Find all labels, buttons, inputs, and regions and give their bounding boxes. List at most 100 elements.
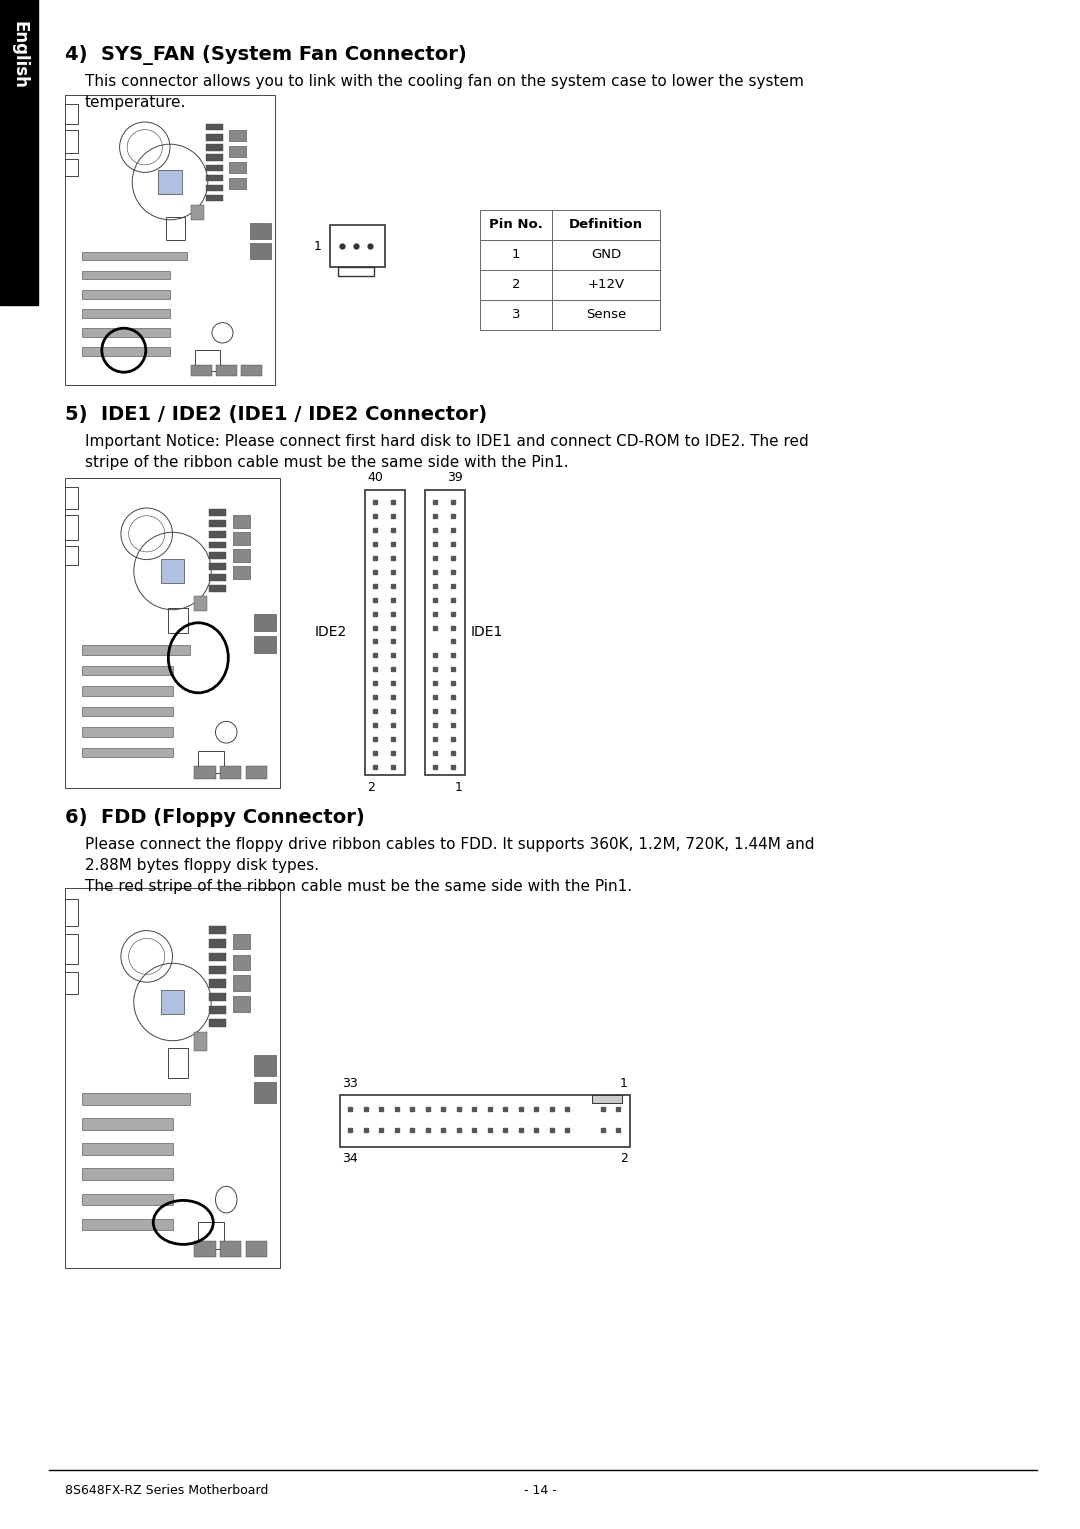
- Bar: [232, 954, 249, 969]
- Bar: [480, 271, 552, 300]
- Bar: [210, 520, 226, 526]
- Bar: [65, 515, 78, 540]
- Bar: [161, 560, 185, 583]
- Bar: [194, 766, 216, 778]
- Bar: [65, 488, 78, 509]
- Bar: [552, 300, 660, 330]
- Bar: [65, 104, 78, 124]
- Bar: [168, 1047, 188, 1078]
- Bar: [232, 997, 249, 1012]
- Bar: [205, 185, 222, 191]
- Bar: [210, 541, 226, 549]
- Bar: [65, 479, 280, 787]
- Text: 40: 40: [367, 471, 383, 485]
- Bar: [82, 748, 173, 757]
- Bar: [552, 209, 660, 240]
- Bar: [82, 309, 170, 318]
- Text: 1: 1: [314, 240, 322, 252]
- Text: 1: 1: [620, 1076, 627, 1090]
- Text: Definition: Definition: [569, 219, 643, 231]
- Bar: [82, 645, 190, 654]
- Bar: [191, 365, 212, 376]
- Text: The red stripe of the ribbon cable must be the same side with the Pin1.: The red stripe of the ribbon cable must …: [85, 879, 632, 894]
- Text: 1: 1: [455, 781, 463, 794]
- Bar: [65, 934, 78, 963]
- Bar: [205, 124, 222, 130]
- Text: IDE2: IDE2: [315, 625, 348, 639]
- Bar: [229, 130, 245, 141]
- Bar: [216, 365, 238, 376]
- Text: 2: 2: [620, 1151, 627, 1165]
- Bar: [210, 939, 226, 948]
- Bar: [82, 271, 170, 280]
- Bar: [82, 291, 170, 298]
- Bar: [426, 489, 465, 775]
- Bar: [232, 934, 249, 950]
- Bar: [205, 154, 222, 161]
- Bar: [65, 888, 280, 1268]
- Text: 39: 39: [447, 471, 463, 485]
- Bar: [229, 145, 245, 157]
- Text: Pin No.: Pin No.: [489, 219, 543, 231]
- Text: 4)  SYS_FAN (System Fan Connector): 4) SYS_FAN (System Fan Connector): [65, 44, 467, 66]
- Bar: [552, 271, 660, 300]
- Bar: [82, 706, 173, 716]
- Bar: [232, 976, 249, 991]
- Text: GND: GND: [591, 249, 621, 261]
- Bar: [254, 1083, 275, 1102]
- Bar: [210, 573, 226, 581]
- Bar: [205, 135, 222, 141]
- Bar: [82, 1194, 173, 1205]
- Bar: [210, 966, 226, 974]
- Bar: [205, 144, 222, 151]
- Bar: [194, 1032, 207, 1052]
- Bar: [205, 174, 222, 180]
- Bar: [254, 636, 275, 653]
- Bar: [330, 225, 384, 268]
- Text: This connector allows you to link with the cooling fan on the system case to low: This connector allows you to link with t…: [85, 73, 804, 89]
- Text: 8S648FX-RZ Series Motherboard: 8S648FX-RZ Series Motherboard: [65, 1483, 268, 1497]
- Bar: [245, 766, 267, 778]
- Bar: [82, 1219, 173, 1229]
- Text: 2: 2: [512, 278, 521, 292]
- Text: 33: 33: [342, 1076, 357, 1090]
- Bar: [245, 1242, 267, 1257]
- Bar: [340, 1095, 630, 1147]
- Text: +12V: +12V: [588, 278, 624, 292]
- Text: - 14 -: - 14 -: [524, 1483, 556, 1497]
- Bar: [249, 243, 271, 258]
- Bar: [338, 268, 374, 277]
- Bar: [480, 209, 552, 240]
- Bar: [199, 1222, 225, 1249]
- Bar: [229, 162, 245, 173]
- Text: 2.88M bytes floppy disk types.: 2.88M bytes floppy disk types.: [85, 858, 319, 873]
- Bar: [232, 566, 249, 579]
- Bar: [191, 205, 204, 220]
- Bar: [242, 365, 262, 376]
- Text: Sense: Sense: [585, 309, 626, 321]
- Bar: [210, 1006, 226, 1014]
- Bar: [65, 971, 78, 994]
- Text: 3: 3: [512, 309, 521, 321]
- Bar: [210, 1020, 226, 1027]
- Bar: [210, 531, 226, 538]
- Text: Please connect the floppy drive ribbon cables to FDD. It supports 360K, 1.2M, 72: Please connect the floppy drive ribbon c…: [85, 836, 814, 852]
- Bar: [161, 991, 185, 1014]
- Bar: [199, 751, 225, 772]
- Bar: [65, 159, 78, 176]
- Text: English: English: [10, 21, 28, 89]
- Bar: [210, 586, 226, 592]
- Bar: [232, 549, 249, 561]
- Text: Important Notice: Please connect first hard disk to IDE1 and connect CD-ROM to I: Important Notice: Please connect first h…: [85, 434, 809, 450]
- Bar: [552, 240, 660, 271]
- Bar: [480, 240, 552, 271]
- Bar: [249, 223, 271, 239]
- Bar: [65, 899, 78, 927]
- Bar: [210, 992, 226, 1001]
- Text: 2: 2: [367, 781, 375, 794]
- Bar: [168, 609, 188, 633]
- Bar: [480, 300, 552, 330]
- Bar: [210, 979, 226, 988]
- Bar: [210, 509, 226, 515]
- Bar: [210, 563, 226, 570]
